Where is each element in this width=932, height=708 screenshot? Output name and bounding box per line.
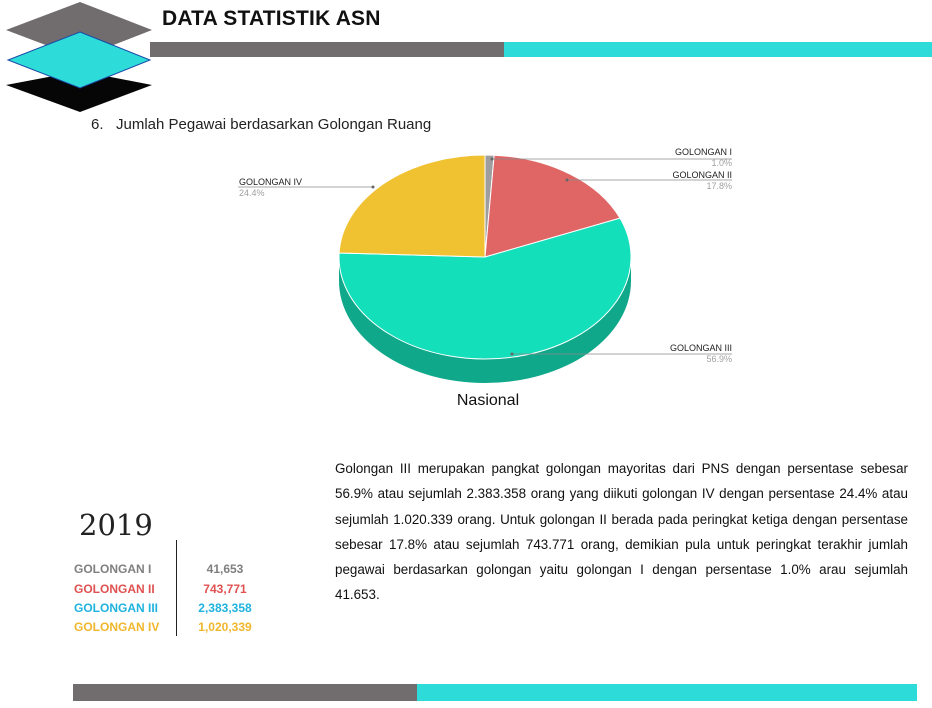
slice-label: GOLONGAN III (670, 343, 732, 353)
header-bar-cyan (504, 42, 932, 57)
slice-value-label: 56.9% (706, 354, 732, 364)
footer-bar-gray (73, 684, 417, 701)
pie-slice (338, 154, 486, 258)
table-row-label: GOLONGAN IV (74, 620, 160, 634)
leader-dot (490, 157, 494, 161)
section-heading: 6. Jumlah Pegawai berdasarkan Golongan Ru… (91, 116, 431, 133)
table-row-value: 743,771 (203, 582, 247, 596)
table-row-label: GOLONGAN III (74, 601, 158, 615)
table-row-value: 41,653 (206, 562, 244, 576)
chart-title: Nasional (457, 392, 519, 409)
table-row-value: 1,020,339 (198, 620, 252, 634)
slice-label: GOLONGAN II (672, 170, 732, 180)
header-bar-gray (150, 42, 504, 57)
logo-diamonds-icon (6, 2, 152, 112)
slice-value-label: 17.8% (706, 181, 732, 191)
table-divider (176, 540, 177, 636)
slice-label: GOLONGAN I (675, 147, 732, 157)
footer-bar-cyan (417, 684, 917, 701)
table-row-label: GOLONGAN I (74, 562, 152, 576)
page-title: DATA STATISTIK ASN (162, 7, 381, 30)
slice-value-label: 1.0% (711, 158, 732, 168)
pie-slice-side (339, 257, 631, 383)
slice-label: GOLONGAN IV (239, 177, 302, 187)
table-row-label: GOLONGAN II (74, 582, 155, 596)
table-row-value: 2,383,358 (198, 601, 252, 615)
leader-dot (510, 352, 514, 356)
section-title: Jumlah Pegawai berdasarkan Golongan Ruan… (116, 116, 432, 133)
description-paragraph: Golongan III merupakan pangkat golongan … (335, 461, 908, 603)
pie-slice (484, 154, 621, 258)
section-number: 6. (91, 116, 104, 133)
pie-slice (338, 217, 632, 360)
leader-dot (565, 178, 569, 182)
table-year: 2019 (79, 508, 153, 542)
leader-dot (371, 185, 375, 189)
slice-value-label: 24.4% (239, 188, 265, 198)
